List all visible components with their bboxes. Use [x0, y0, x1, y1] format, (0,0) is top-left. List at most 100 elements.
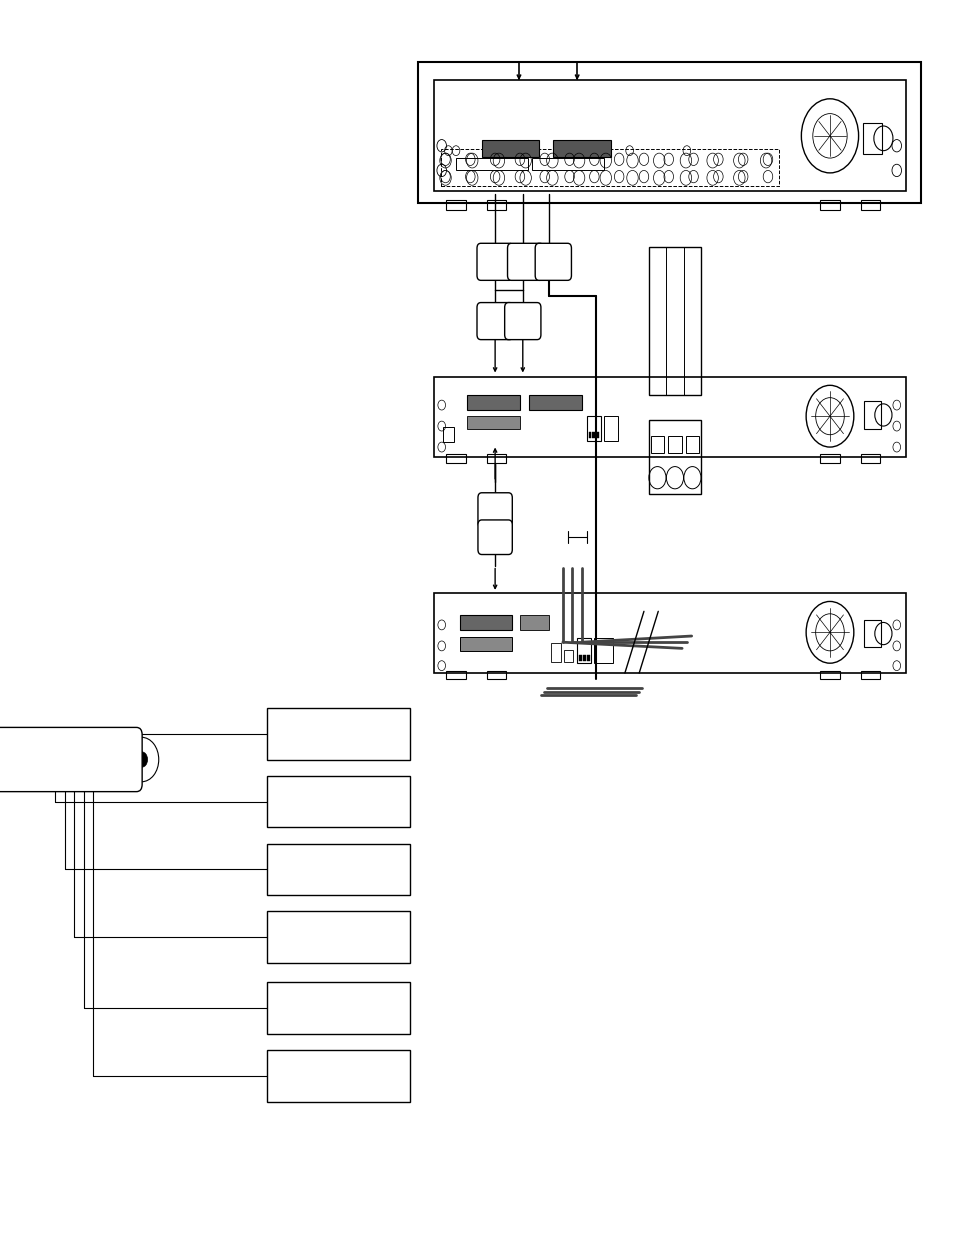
Circle shape: [0, 766, 1, 773]
Bar: [486, 454, 505, 463]
Circle shape: [490, 253, 494, 258]
Bar: [577, 638, 591, 663]
Bar: [467, 416, 519, 429]
Bar: [582, 655, 585, 661]
Circle shape: [93, 753, 99, 761]
Bar: [446, 671, 465, 679]
Circle shape: [10, 753, 15, 761]
Circle shape: [30, 753, 36, 761]
Circle shape: [548, 253, 552, 258]
Circle shape: [485, 529, 489, 534]
Circle shape: [135, 752, 148, 767]
Circle shape: [501, 312, 505, 317]
Circle shape: [491, 541, 495, 546]
Circle shape: [88, 742, 93, 750]
Bar: [863, 401, 881, 429]
Circle shape: [0, 753, 5, 761]
Circle shape: [554, 266, 558, 270]
Circle shape: [88, 766, 93, 773]
Circle shape: [496, 266, 499, 270]
Circle shape: [484, 253, 488, 258]
Bar: [603, 416, 618, 441]
Circle shape: [485, 514, 489, 519]
Circle shape: [26, 766, 31, 773]
Circle shape: [497, 501, 500, 506]
Bar: [820, 454, 839, 463]
Circle shape: [529, 325, 533, 330]
Circle shape: [98, 766, 104, 773]
Circle shape: [554, 253, 558, 258]
FancyBboxPatch shape: [477, 493, 512, 527]
Circle shape: [496, 312, 499, 317]
Circle shape: [515, 253, 518, 258]
Bar: [267, 982, 410, 1034]
Bar: [862, 124, 882, 154]
Circle shape: [57, 742, 63, 750]
Bar: [648, 247, 700, 395]
Circle shape: [51, 753, 57, 761]
Circle shape: [490, 325, 494, 330]
Bar: [519, 615, 548, 630]
Circle shape: [0, 742, 1, 750]
Bar: [434, 593, 905, 673]
Circle shape: [496, 253, 499, 258]
Bar: [586, 655, 589, 661]
Bar: [820, 671, 839, 679]
Circle shape: [36, 742, 42, 750]
Bar: [529, 395, 581, 410]
Circle shape: [47, 766, 52, 773]
Circle shape: [491, 501, 495, 506]
Circle shape: [497, 514, 500, 519]
Bar: [267, 1050, 410, 1102]
Circle shape: [532, 266, 536, 270]
Bar: [685, 436, 699, 453]
Circle shape: [515, 266, 518, 270]
Circle shape: [526, 266, 530, 270]
Bar: [459, 615, 512, 630]
Bar: [860, 200, 879, 210]
Bar: [532, 158, 603, 170]
Circle shape: [491, 529, 495, 534]
Circle shape: [20, 753, 26, 761]
Circle shape: [529, 312, 533, 317]
Circle shape: [484, 266, 488, 270]
Bar: [594, 638, 613, 663]
Bar: [578, 655, 581, 661]
Circle shape: [484, 312, 488, 317]
Circle shape: [491, 514, 495, 519]
Bar: [667, 436, 680, 453]
Circle shape: [517, 312, 521, 317]
FancyBboxPatch shape: [476, 243, 513, 280]
Bar: [267, 844, 410, 895]
Circle shape: [485, 541, 489, 546]
Circle shape: [108, 742, 113, 750]
Circle shape: [57, 766, 63, 773]
Circle shape: [26, 742, 31, 750]
Circle shape: [517, 325, 521, 330]
Circle shape: [496, 325, 499, 330]
Circle shape: [6, 766, 11, 773]
Circle shape: [502, 529, 506, 534]
Bar: [650, 436, 663, 453]
Circle shape: [484, 325, 488, 330]
FancyBboxPatch shape: [476, 303, 513, 340]
Bar: [467, 395, 519, 410]
Bar: [446, 454, 465, 463]
Bar: [596, 432, 598, 438]
Circle shape: [526, 253, 530, 258]
Circle shape: [542, 266, 546, 270]
Bar: [456, 158, 527, 170]
Bar: [446, 200, 465, 210]
Circle shape: [501, 266, 505, 270]
Bar: [486, 200, 505, 210]
Circle shape: [118, 766, 124, 773]
Bar: [860, 671, 879, 679]
Bar: [440, 149, 779, 186]
Bar: [860, 454, 879, 463]
Bar: [648, 420, 700, 494]
Circle shape: [485, 501, 489, 506]
FancyBboxPatch shape: [477, 520, 512, 555]
Circle shape: [490, 312, 494, 317]
Circle shape: [523, 325, 527, 330]
Circle shape: [542, 253, 546, 258]
